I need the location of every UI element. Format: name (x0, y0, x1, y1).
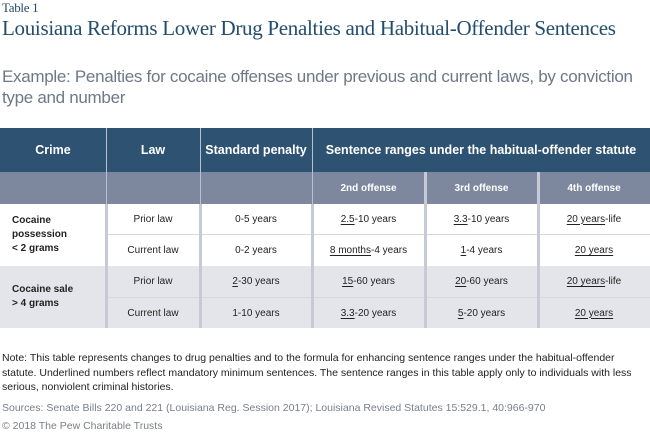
offense4-cell: 20 years -life (566, 213, 622, 225)
header-habitual-offender: Sentence ranges under the habitual-offen… (325, 143, 637, 157)
table-label: Table 1 (2, 0, 39, 15)
standard-cell: 1-10 years (232, 307, 280, 319)
offense4-cell: 20 years (574, 245, 614, 256)
column-divider (311, 204, 314, 328)
subheader-2nd-offense: 2nd offense (340, 182, 397, 194)
group-cocaine-sale: Cocaine sale > 4 grams Prior law 2 -30 ye… (0, 266, 650, 328)
group-cocaine-possession: Cocaine possession < 2 grams Prior law 0… (0, 204, 650, 266)
law-cell: Current law (127, 245, 179, 256)
row-divider (106, 297, 650, 298)
offense2-cell: 15 -60 years (342, 276, 395, 287)
offense3-cell: 5 -20 years (457, 307, 506, 319)
law-cell: Prior law (133, 276, 173, 287)
page-subtitle: Example: Penalties for cocaine offenses … (2, 67, 633, 107)
crime-label: Cocaine sale > 4 grams (12, 284, 74, 309)
subheader-3rd-offense: 3rd offense (454, 182, 509, 194)
crime-label: Cocaine possession < 2 grams (12, 215, 68, 254)
offense2-cell: 8 months -4 years (329, 245, 408, 256)
header-law: Law (140, 143, 166, 157)
offense3-cell: 20 -60 years (455, 276, 508, 287)
column-divider (105, 204, 108, 328)
header-crime: Crime (35, 143, 71, 157)
standard-cell: 0-2 years (235, 245, 277, 256)
column-divider (312, 128, 313, 204)
offense4-cell: 20 years -life (566, 276, 622, 287)
offense2-cell: 3.3 -20 years (340, 307, 397, 319)
column-divider (199, 204, 202, 328)
offense2-cell: 2.5 -10 years (340, 213, 397, 225)
table-note: Note: This table represents changes to d… (2, 352, 632, 393)
offense4-cell: 20 years (574, 307, 614, 319)
column-divider (424, 172, 427, 328)
row-divider (106, 234, 650, 235)
law-cell: Current law (127, 307, 179, 319)
column-divider (200, 128, 201, 204)
law-cell: Prior law (133, 213, 173, 225)
table-header: Crime Law Standard penalty Sentence rang… (0, 128, 650, 172)
standard-cell: 2 -30 years (232, 276, 280, 287)
offense3-cell: 1 -4 years (460, 245, 503, 256)
subheader-4th-offense: 4th offense (567, 182, 621, 194)
sources: Sources: Senate Bills 220 and 221 (Louis… (2, 402, 546, 414)
table-subheader: 2nd offense 3rd offense 4th offense (0, 172, 650, 204)
header-standard-penalty: Standard penalty (205, 143, 307, 157)
copyright: © 2018 The Pew Charitable Trusts (2, 420, 163, 432)
column-divider (106, 128, 107, 204)
offense3-cell: 3.3 -10 years (453, 213, 510, 225)
column-divider (537, 172, 540, 328)
page-title: Louisiana Reforms Lower Drug Penalties a… (2, 16, 616, 40)
standard-cell: 0-5 years (235, 213, 277, 225)
